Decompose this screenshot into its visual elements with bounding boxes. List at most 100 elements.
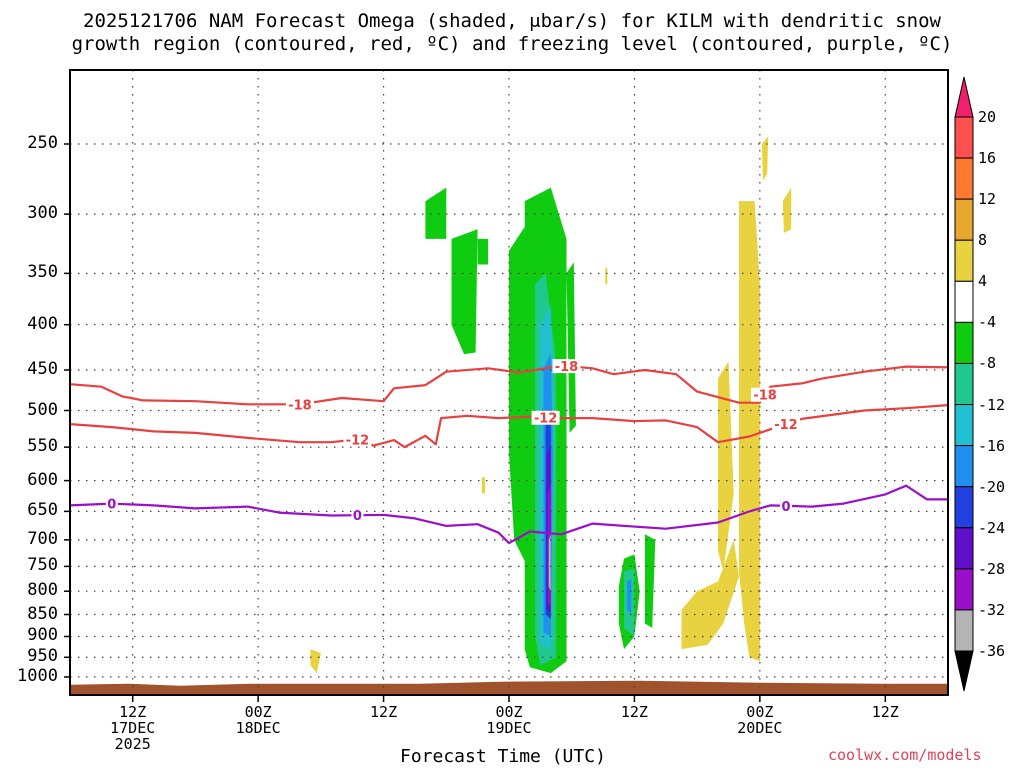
omega-region-6-17 [739,201,760,662]
contour-line-1 [70,404,948,449]
xtick-label-6: 12Z 17DEC 2025 [110,703,156,753]
terrain-layer [70,680,948,695]
contour-label-1-1: -12 [534,412,558,427]
contour-label-1-2: -12 [774,418,798,433]
xtick-label-18: 00Z 18DEC [235,703,281,737]
ytick-label-300: 300 [27,203,58,224]
colorbar-label--20: -20 [978,477,1006,496]
colorbar-label--32: -32 [978,600,1006,619]
colorbar-over-arrow [954,76,974,118]
contour-label-bg-2-1 [351,508,364,523]
colorbar-bin--36--32 [954,609,974,652]
contour-label-1-0: -12 [346,433,370,448]
colorbar-label-12: 12 [978,190,997,209]
ytick-label-550: 550 [27,436,58,457]
omega-region--6-7 [644,534,656,628]
xtick-label-30: 12Z [370,703,398,721]
ytick-label-850: 850 [27,603,58,624]
colorbar-label--12: -12 [978,395,1006,414]
omega-region-6-20 [761,136,769,181]
ytick-label-900: 900 [27,625,58,646]
contour-label-0-1: -18 [555,360,579,375]
contour-label-bg-1-0 [343,432,372,447]
colorbar-bin-4-8 [954,239,974,282]
contour-label-bg-2-0 [105,496,118,511]
gridlines [70,70,948,695]
omega-region-6-21 [782,187,792,233]
omega-region-6-19 [681,539,739,650]
colorbar-label-4: 4 [978,272,988,291]
colorbar-label--8: -8 [978,354,997,373]
omega-region--6-3 [509,226,530,562]
ytick-label-1000: 1000 [17,666,58,686]
contour-label-bg-0-2 [751,387,780,402]
contour-label-2-1: 0 [353,509,362,524]
colorbar-bin--12--8 [954,362,974,406]
contour-label-0-2: -18 [753,389,777,404]
omega-region--34-16 [548,534,551,592]
xtick-label-66: 00Z 20DEC [737,703,783,737]
colorbar-bin-8-12 [954,198,974,241]
colorbar-under-arrow [954,650,974,692]
ytick-label-400: 400 [27,313,58,334]
contour-line-0 [70,364,948,406]
colorbar-label-16: 16 [978,149,997,168]
colorbar-label--4: -4 [978,313,997,332]
colorbar-label-20: 20 [978,108,997,126]
colorbar [954,76,974,692]
contour-labels: -18 -18 -18 -12 -12 -12 0 0 0 [105,359,800,524]
omega-region-6-23 [481,477,485,494]
colorbar-bin--32--28 [954,568,974,611]
colorbar-label-8: 8 [978,231,988,250]
contour-label-bg-0-0 [285,397,314,412]
ytick-label-950: 950 [27,646,58,667]
ytick-label-800: 800 [27,580,58,601]
omega-region--6-5 [566,262,576,433]
colorbar-label--28: -28 [978,559,1006,578]
credit-link[interactable]: coolwx.com/models [828,746,982,764]
omega-region--6-2 [477,238,489,265]
axis-ticks [64,143,887,702]
contour-label-bg-1-2 [771,417,800,432]
chart-title-line-2: growth region (contoured, red, ºC) and f… [71,33,953,55]
colorbar-bin--4-4 [954,280,974,323]
colorbar-bin--20--16 [954,445,974,488]
chart-title-line-1: 2025121706 NAM Forecast Omega (shaded, μ… [83,10,941,32]
contour-label-0-0: -18 [288,398,312,413]
colorbar-bin--28--24 [954,527,974,570]
colorbar-bin--8--4 [954,321,974,364]
omega-region-6-22 [310,649,321,674]
xtick-label-42: 00Z 19DEC [486,703,532,737]
ytick-label-350: 350 [27,262,58,283]
terrain-ground [70,680,948,695]
colorbar-bin--24--20 [954,486,974,529]
xtick-label-78: 12Z [871,703,899,721]
omega-region--6-1 [451,229,478,355]
x-axis-title: Forecast Time (UTC) [400,746,606,767]
contour-label-2-2: 0 [781,500,790,515]
contour-label-bg-1-1 [531,410,560,425]
ytick-label-700: 700 [27,528,58,549]
omega-region-6-24 [605,267,608,285]
omega-region--18-12 [627,579,632,615]
contour-label-2-0: 0 [107,498,116,513]
contour-label-bg-0-1 [552,359,581,374]
colorbar-bin-16-20 [954,116,974,159]
ytick-label-450: 450 [27,358,58,379]
colorbar-bin-12-16 [954,157,974,200]
contour-label-bg-2-2 [779,498,792,513]
ytick-label-750: 750 [27,555,58,576]
xtick-label-54: 12Z [620,703,648,721]
contour-line-2 [70,484,948,545]
colorbar-label--36: -36 [978,642,1006,660]
ytick-label-500: 500 [27,399,58,420]
omega-shading-layer [310,136,792,674]
ytick-label-650: 650 [27,500,58,521]
isotherm-contours [70,364,948,545]
colorbar-label--16: -16 [978,436,1006,455]
colorbar-bin--16--12 [954,404,974,447]
omega-region--6-0 [425,187,447,239]
colorbar-label--24: -24 [978,518,1006,537]
ytick-label-250: 250 [27,133,58,153]
